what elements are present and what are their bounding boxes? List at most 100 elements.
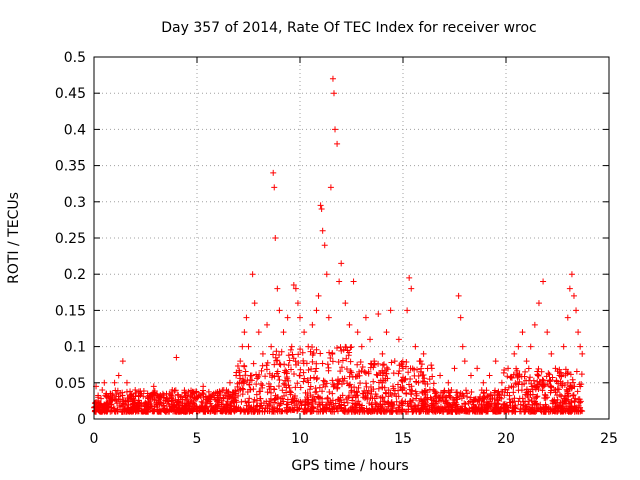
data-point [326,349,333,356]
data-point [250,360,257,367]
data-point [294,300,301,307]
data-point [95,394,102,401]
data-point [379,350,386,357]
data-point [286,384,293,391]
data-point [285,382,292,389]
data-point [264,389,271,396]
data-point [256,407,263,414]
data-point [189,390,196,397]
data-point [319,360,326,367]
data-point [291,370,298,377]
data-point [557,400,564,407]
data-point [109,394,116,401]
data-point [449,408,456,415]
data-point [233,404,240,411]
data-point [446,393,453,400]
y-tick-label: 0 [77,412,86,428]
data-point [300,369,307,376]
data-point [337,344,344,351]
data-point [315,394,322,401]
data-point [502,386,509,393]
data-point [522,368,529,375]
data-point [141,408,148,415]
data-point [339,357,346,364]
data-point [163,397,170,404]
data-point [246,381,253,388]
data-point [480,379,487,386]
data-point [508,373,515,380]
data-point [274,368,281,375]
data-point [532,408,539,415]
data-point [405,403,412,410]
data-point [276,360,283,367]
data-point [199,389,206,396]
data-point [286,357,293,364]
data-point [468,389,475,396]
plot-frame [93,56,610,420]
y-tick-label: 0.3 [64,195,86,211]
data-point [573,307,580,314]
data-point [528,383,535,390]
data-point [467,372,474,379]
data-point [535,365,542,372]
data-point [353,388,360,395]
data-point [500,369,507,376]
data-point [337,394,344,401]
data-point [325,314,332,321]
data-point [174,391,181,398]
data-point [307,348,314,355]
data-point [480,389,487,396]
data-point [275,383,282,390]
data-point [464,393,471,400]
data-point [439,405,446,412]
data-point [202,405,209,412]
data-point [552,365,559,372]
data-point [122,404,129,411]
data-point [262,373,269,380]
data-point [268,389,275,396]
data-point [368,401,375,408]
data-point [192,395,199,402]
data-point [515,398,522,405]
data-point [429,400,436,407]
x-tick-label: 25 [600,431,618,447]
data-point [426,376,433,383]
data-point [206,394,213,401]
data-point [313,388,320,395]
data-point [324,361,331,368]
data-point [128,394,135,401]
data-point [359,363,366,370]
data-point [282,367,289,374]
data-point [360,390,367,397]
data-point [358,343,365,350]
y-tick-label: 0.4 [64,122,86,138]
data-point [308,366,315,373]
data-point [448,387,455,394]
data-point [388,359,395,366]
data-point [564,379,571,386]
data-point [416,358,423,365]
data-point [270,351,277,358]
data-point [323,271,330,278]
data-point [194,394,200,401]
data-point [115,372,122,379]
data-point [199,404,206,411]
data-point [545,406,552,413]
data-point [555,386,562,393]
data-point [431,395,438,402]
data-point [445,379,452,386]
data-point [337,368,344,375]
data-point [169,397,176,404]
data-point [396,368,403,375]
data-point [420,371,427,378]
data-point [151,403,158,410]
data-point [251,300,258,307]
data-point [404,307,411,314]
y-tick-label: 0.15 [55,303,86,319]
data-point [570,292,577,299]
data-point [312,368,319,375]
data-point [398,400,405,407]
data-point [426,386,433,393]
data-point [267,383,274,390]
